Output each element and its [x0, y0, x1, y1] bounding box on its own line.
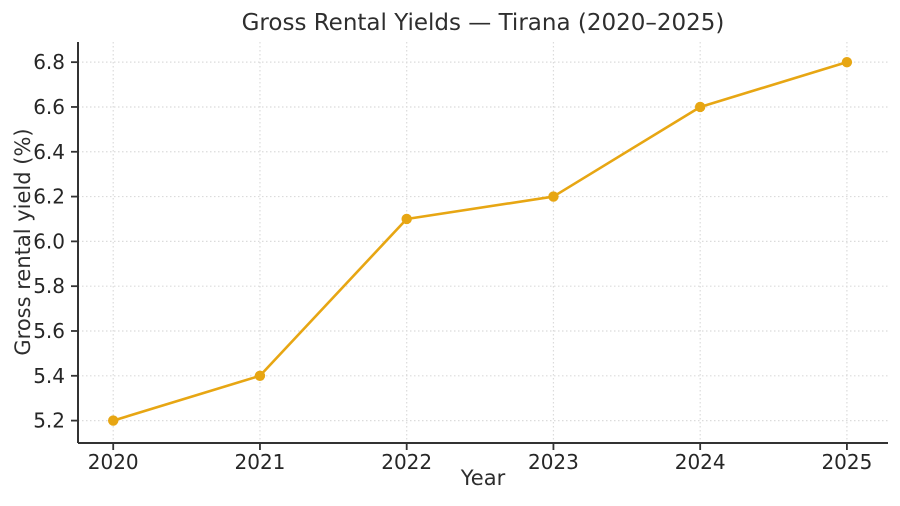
y-axis-label: Gross rental yield (%) [11, 128, 35, 355]
y-tick-label: 6.4 [33, 140, 65, 164]
y-tick-label: 6.8 [33, 50, 65, 74]
y-tick-label: 6.6 [33, 95, 65, 119]
y-tick-label: 5.2 [33, 409, 65, 433]
data-point-marker [548, 191, 559, 202]
data-point-marker [401, 213, 412, 225]
x-tick-label: 2024 [675, 450, 726, 474]
data-point-marker [694, 101, 706, 113]
x-axis-label: Year [460, 466, 506, 490]
y-tick-label: 5.4 [33, 364, 65, 388]
y-tick-label: 6.2 [33, 185, 65, 209]
chart-title: Gross Rental Yields — Tirana (2020–2025) [242, 10, 725, 36]
y-tick-label: 5.6 [33, 319, 65, 343]
data-point-marker [254, 370, 266, 381]
x-tick-label: 2023 [528, 450, 579, 474]
y-tick-label: 5.8 [33, 274, 65, 298]
x-tick-label: 2020 [88, 450, 139, 474]
series-line [111, 60, 849, 422]
x-tick-label: 2021 [235, 450, 286, 474]
data-point-marker [108, 415, 119, 426]
y-tick-label: 6.0 [33, 229, 65, 253]
x-tick-label: 2025 [821, 450, 872, 474]
plot-area: 5.2 5.4 5.6 5.8 6.0 6.2 6.4 6.6 6.8 2020 2021 2022 2… [33, 42, 888, 474]
x-tick-label: 2022 [381, 450, 432, 474]
data-point-marker [841, 56, 853, 68]
